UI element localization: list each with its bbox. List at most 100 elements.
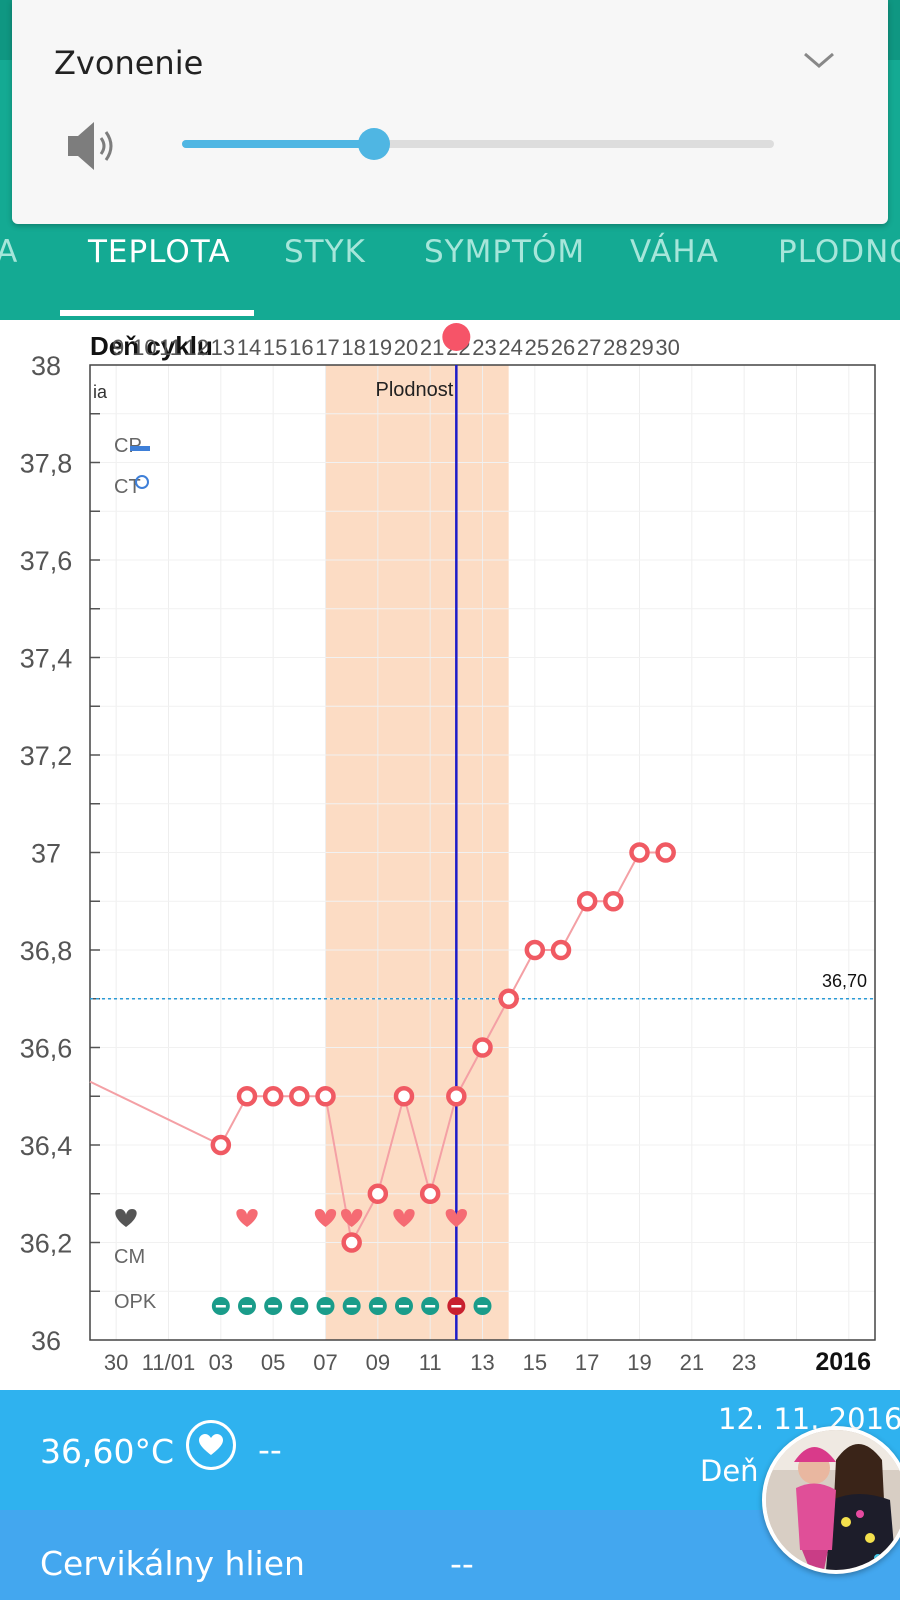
volume-panel: Zvonenie <box>12 0 888 224</box>
cycle-day-label: 26 <box>551 335 575 360</box>
chevron-down-icon[interactable] <box>802 48 836 72</box>
tab-styk[interactable]: STYK <box>284 234 366 270</box>
cervical-mucus-row-label: CM <box>114 1246 145 1268</box>
temperature-value[interactable]: 36,60°C <box>40 1432 175 1471</box>
temperature-point <box>315 1086 336 1107</box>
day-info-bar: 36,60°C -- 12. 11. 2016 Deň cyklu <box>0 1390 900 1510</box>
avatar-photo <box>766 1430 900 1570</box>
intercourse-heart-icon <box>393 1209 415 1227</box>
cycle-day-label: 11 <box>159 335 182 360</box>
x-tick-label: 03 <box>209 1350 233 1375</box>
previous-cycle-line <box>89 1080 222 1146</box>
opk-marker-dash <box>242 1305 252 1308</box>
plot-frame <box>89 364 876 1341</box>
x-tick-label: 30 <box>104 1350 128 1375</box>
cycle-day-label: 12 <box>184 335 208 360</box>
intercourse-heart-icon <box>236 1209 258 1227</box>
temperature-point <box>472 1037 493 1058</box>
tab-ia[interactable]: IA <box>0 234 19 270</box>
cycle-day-label: 15 <box>263 335 287 360</box>
intercourse-value: -- <box>258 1430 282 1469</box>
temperature-point <box>576 891 598 912</box>
chart-canvas[interactable]: 36 36,2 36,4 36,6 36,8 37 37,2 37,4 37,6 37,8 38 30… <box>0 320 900 1390</box>
y-tick-label: 36,8 <box>20 936 73 966</box>
heart-icon <box>199 1434 223 1455</box>
tab-indicator <box>60 310 254 316</box>
x-tick-label: 11 <box>419 1350 442 1375</box>
opk-marker-dash <box>477 1305 488 1308</box>
y-tick-label: 37,8 <box>20 449 73 479</box>
cervical-mucus-value: -- <box>450 1544 474 1583</box>
chart-title: Deň cyklu <box>90 331 213 361</box>
fertile-window-label: Plodnost <box>376 379 454 401</box>
tab-vaha[interactable]: VÁHA <box>630 234 719 270</box>
temperature-point <box>524 939 546 961</box>
speaker-icon[interactable] <box>68 118 124 174</box>
y-tick-label: 36,2 <box>20 1229 73 1259</box>
today-indicator <box>442 323 471 351</box>
temperature-point <box>210 1134 232 1156</box>
volume-slider[interactable] <box>182 128 774 160</box>
cycle-day-label: 28 <box>603 335 627 360</box>
y-tick-label: 36,4 <box>20 1131 73 1161</box>
temperature-point <box>289 1086 310 1107</box>
cycle-day-label: 13 <box>211 335 235 360</box>
opk-marker-dash <box>399 1305 409 1308</box>
x-tick-label: 13 <box>470 1350 494 1375</box>
temperature-point <box>393 1086 415 1107</box>
opk-marker-dash <box>451 1305 462 1308</box>
temperature-point <box>655 842 676 863</box>
volume-slider-thumb[interactable] <box>358 128 391 160</box>
cervical-texture-label: CT <box>114 476 141 498</box>
x-tick-label: 23 <box>732 1350 756 1375</box>
cervical-texture-marker <box>135 475 149 489</box>
temperature-point <box>629 842 650 863</box>
cervical-mucus-label: Cervikálny hlien <box>40 1544 305 1583</box>
tab-plodnost[interactable]: PLODNO <box>778 234 900 270</box>
temperature-point <box>550 939 572 961</box>
y-tick-label: 38 <box>31 351 61 381</box>
opk-marker-dash <box>372 1305 383 1308</box>
opk-marker-dash <box>425 1305 436 1308</box>
opk-marker-dash <box>346 1305 357 1308</box>
cycle-day-label: 30 <box>655 335 679 360</box>
x-tick-label: 21 <box>680 1350 704 1375</box>
opk-marker-dash <box>268 1305 279 1308</box>
cycle-day-label: 16 <box>289 335 313 360</box>
cervical-mucus-row[interactable]: Cervikálny hlien -- <box>0 1510 900 1600</box>
intercourse-heart-icon <box>445 1209 468 1227</box>
coverline-label: 36,70 <box>822 971 867 991</box>
opk-marker-dash <box>215 1305 226 1308</box>
cycle-day-label: 25 <box>525 335 549 360</box>
y-tick-label: 36,6 <box>20 1034 73 1064</box>
y-tick-label: 36 <box>31 1326 61 1356</box>
temperature-point <box>498 988 519 1009</box>
cycle-day-label: 24 <box>498 335 522 360</box>
temperature-point <box>603 891 624 912</box>
intercourse-button[interactable] <box>186 1420 236 1470</box>
cycle-day-label: 21 <box>420 335 444 360</box>
intercourse-heart-icon <box>340 1209 363 1227</box>
y-tick-label: 37,2 <box>20 741 73 771</box>
temperature-point <box>419 1183 441 1204</box>
x-tick-label: 11/01 <box>142 1350 195 1375</box>
cervical-position-marker <box>130 446 150 451</box>
x-tick-label: 07 <box>313 1350 337 1375</box>
cycle-day-label: 10 <box>132 335 156 360</box>
tab-teplota[interactable]: TEPLOTA <box>88 234 231 270</box>
cycle-day-label: 20 <box>394 335 418 360</box>
opk-marker-dash <box>320 1305 331 1308</box>
opk-marker-dash <box>294 1305 305 1308</box>
y-tick-label: 37,6 <box>20 546 73 576</box>
y-tick-label: 37 <box>31 839 61 869</box>
period-row-label: ia <box>93 382 108 402</box>
avatar[interactable] <box>762 1426 900 1574</box>
volume-slider-fill <box>182 140 375 148</box>
cycle-day-label: 29 <box>629 335 653 360</box>
cycle-day-label: 17 <box>315 335 339 360</box>
tab-bar: IA TEPLOTA STYK SYMPTÓM VÁHA PLODNO <box>0 228 900 320</box>
year-label: 2016 <box>815 1348 871 1376</box>
tab-symptom[interactable]: SYMPTÓM <box>424 234 586 270</box>
temperature-chart[interactable]: 36 36,2 36,4 36,6 36,8 37 37,2 37,4 37,6 37,8 38 30… <box>0 320 900 1390</box>
cycle-day-label: 14 <box>237 335 261 360</box>
